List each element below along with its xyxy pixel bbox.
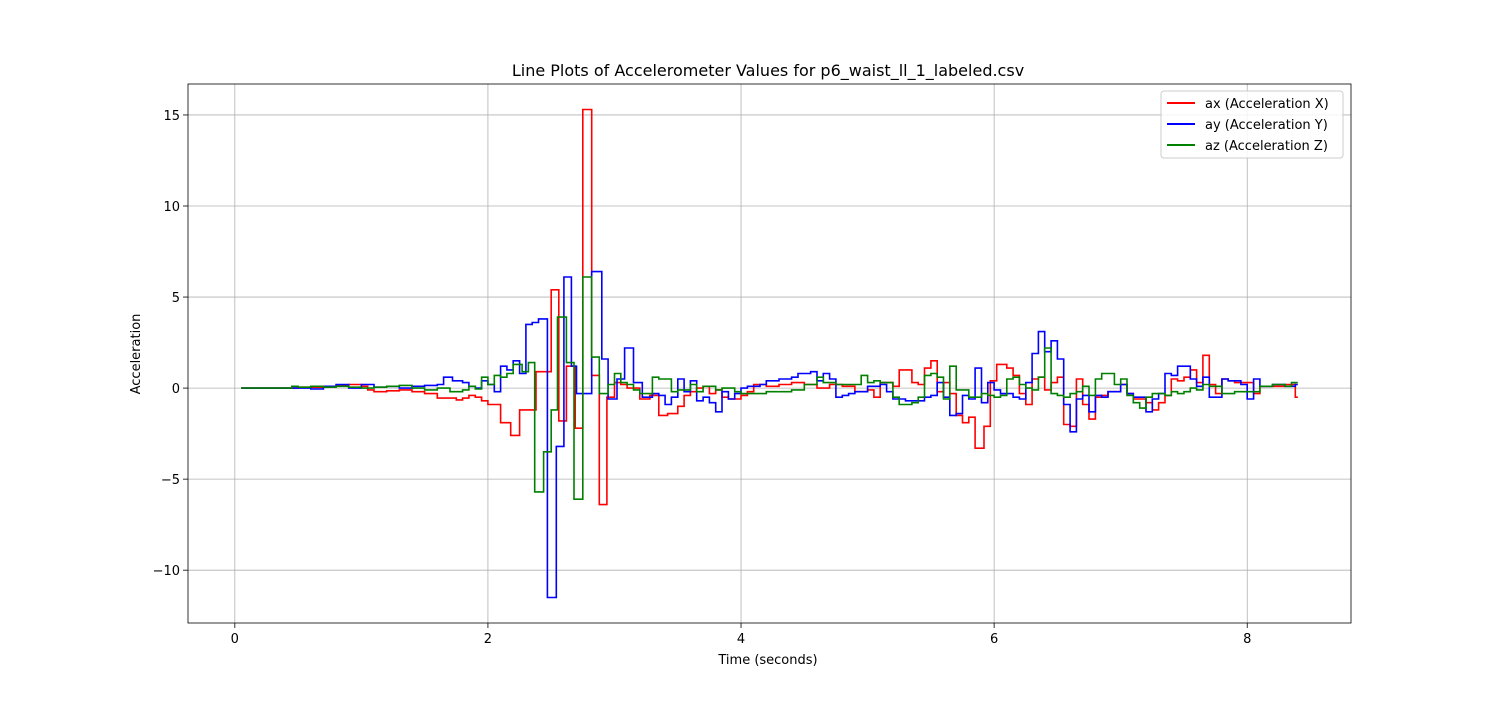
legend-label: ay (Acceleration Y)	[1205, 118, 1328, 133]
x-tick-label: 8	[1243, 632, 1251, 647]
y-tick-label: −10	[153, 564, 180, 579]
legend: ax (Acceleration X) ay (Acceleration Y) az…	[1160, 90, 1344, 159]
x-tick-label: 2	[484, 632, 492, 647]
y-tick-label: 10	[163, 200, 180, 215]
x-tick-label: 4	[737, 632, 745, 647]
y-axis-label: Acceleration	[129, 314, 144, 395]
y-tick-label: 15	[163, 109, 180, 124]
axes-frame	[187, 83, 1352, 624]
legend-label: ax (Acceleration X)	[1205, 97, 1329, 112]
y-tick-label: −5	[161, 473, 180, 488]
chart-title: Line Plots of Accelerometer Values for p…	[512, 61, 1024, 81]
x-tick-label: 0	[231, 632, 239, 647]
series-line-az	[241, 276, 1298, 500]
legend-box	[1160, 90, 1344, 159]
x-tick-label: 6	[990, 632, 998, 647]
legend-label: az (Acceleration Z)	[1205, 139, 1328, 154]
y-tick-label: 0	[172, 382, 180, 397]
y-tick-label: 5	[172, 291, 180, 306]
x-axis-label: Time (seconds)	[717, 653, 817, 668]
plot-area	[188, 84, 1351, 623]
